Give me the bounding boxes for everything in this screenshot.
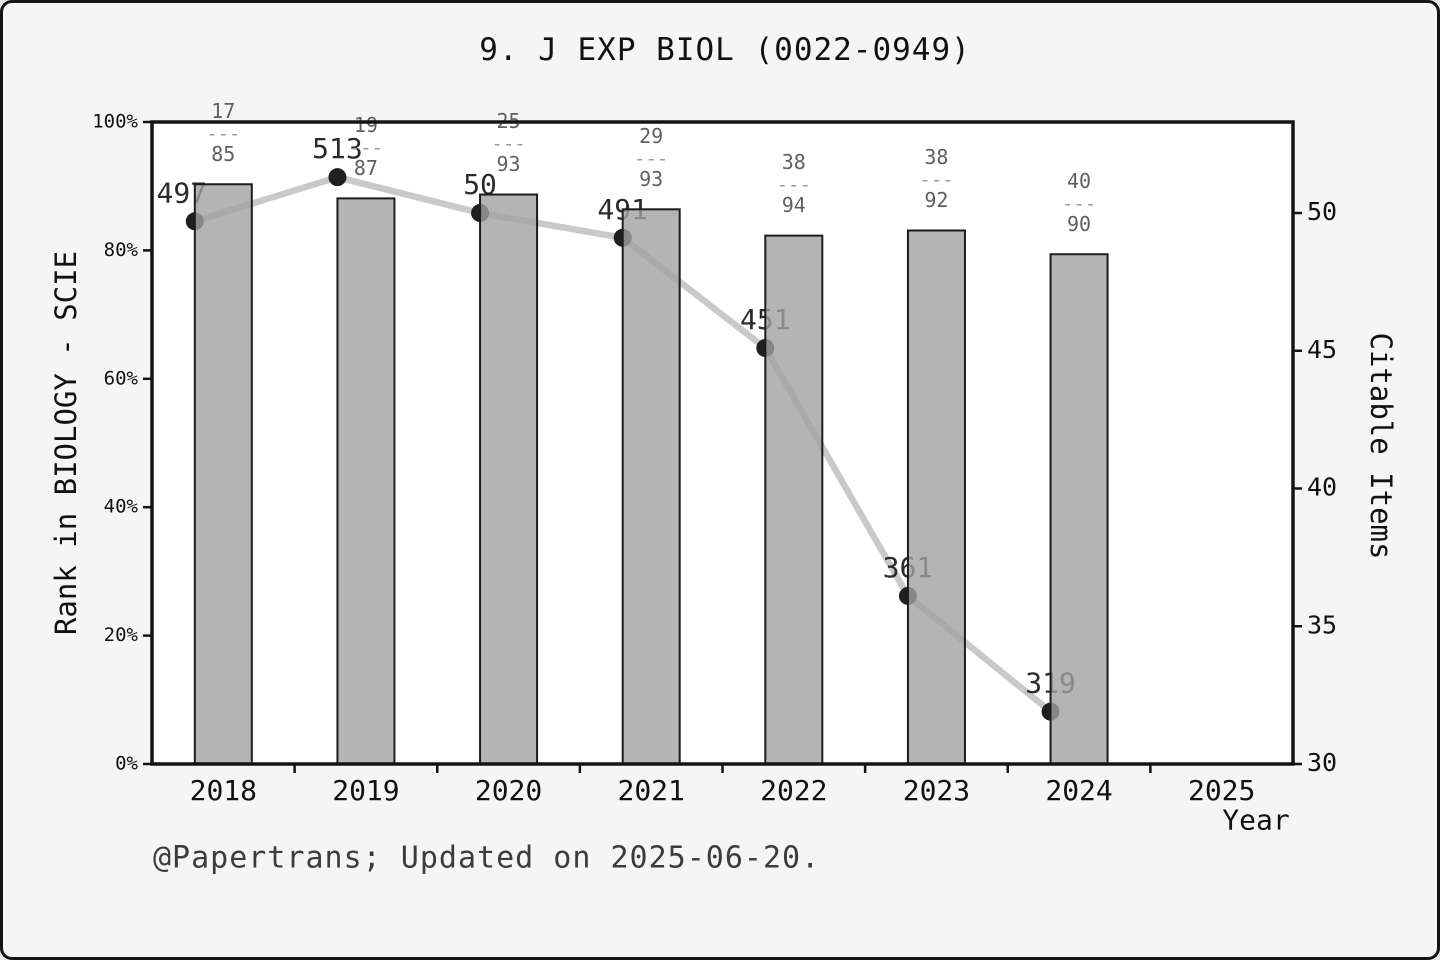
citable-items-dot xyxy=(328,168,347,187)
point-label: 513 xyxy=(312,132,363,165)
chart-title-text: 9. J EXP BIOL (0022-0949) xyxy=(479,32,971,68)
rank-bar xyxy=(764,234,824,766)
x-axis-title-text: Year xyxy=(1222,803,1290,837)
rank-fraction-divider: --- xyxy=(1062,193,1096,215)
rank-fraction-numerator: 19 xyxy=(354,113,378,137)
rank-fraction-denominator: 87 xyxy=(354,156,378,180)
rank-bar xyxy=(193,183,253,766)
rank-fraction-divider: --- xyxy=(777,174,811,196)
x-axis-year-label: 2020 xyxy=(475,774,542,807)
right-axis-tick-label: 35 xyxy=(1307,610,1337,639)
left-axis-tick-label: 100% xyxy=(92,111,138,133)
rank-fraction-numerator: 40 xyxy=(1067,169,1091,193)
rank-fraction-denominator: 92 xyxy=(924,188,948,212)
x-axis-year-label: 2025 xyxy=(1188,774,1255,807)
right-axis-tick-label: 30 xyxy=(1307,748,1337,777)
rank-fraction-denominator: 85 xyxy=(211,142,235,166)
left-axis-tick-label: 60% xyxy=(104,367,139,389)
right-axis-tick-label: 45 xyxy=(1307,335,1337,364)
left-axis-title-text: Rank in BIOLOGY - SCIE xyxy=(49,250,83,636)
rank-fraction-numerator: 38 xyxy=(782,150,806,174)
x-axis-year-label: 2024 xyxy=(1045,774,1112,807)
rank-fraction-divider: --- xyxy=(919,169,953,191)
x-axis-year-label: 2018 xyxy=(190,774,257,807)
plot-background xyxy=(152,122,1293,764)
rank-fraction-denominator: 93 xyxy=(497,152,521,176)
rank-fraction-denominator: 90 xyxy=(1067,212,1091,236)
x-axis-year-label: 2019 xyxy=(332,774,399,807)
rank-fraction-divider: --- xyxy=(206,123,240,145)
right-axis-tick-label: 40 xyxy=(1307,473,1337,502)
x-axis-year-label: 2023 xyxy=(903,774,970,807)
rank-fraction-numerator: 29 xyxy=(639,124,663,148)
rank-bar xyxy=(621,208,681,765)
rank-fraction-denominator: 93 xyxy=(639,167,663,191)
left-axis-tick-label: 40% xyxy=(104,496,139,518)
rank-bar xyxy=(1049,253,1109,765)
chart-plot: 4975135049145136131917---8519---8725---9… xyxy=(92,99,1337,807)
right-axis-tick-label: 50 xyxy=(1307,197,1337,226)
left-axis-tick-label: 0% xyxy=(115,753,138,775)
rank-fraction-divider: --- xyxy=(491,133,525,155)
left-axis-tick-label: 80% xyxy=(104,239,139,261)
rank-fraction-numerator: 38 xyxy=(924,145,948,169)
rank-fraction-numerator: 17 xyxy=(211,99,235,123)
left-axis-tick-label: 20% xyxy=(104,624,139,646)
rank-fraction-denominator: 94 xyxy=(782,193,806,217)
rank-fraction-divider: --- xyxy=(349,137,383,159)
rank-fraction-divider: --- xyxy=(634,148,668,170)
rank-bar xyxy=(479,193,539,765)
x-axis-year-label: 2022 xyxy=(760,774,827,807)
x-axis-year-label: 2021 xyxy=(617,774,684,807)
right-axis-title-text: Citable Items xyxy=(1364,332,1398,560)
watermark-text: @Papertrans; Updated on 2025-06-20. xyxy=(153,840,821,876)
rank-bar xyxy=(906,229,966,766)
rank-bar xyxy=(336,197,396,765)
